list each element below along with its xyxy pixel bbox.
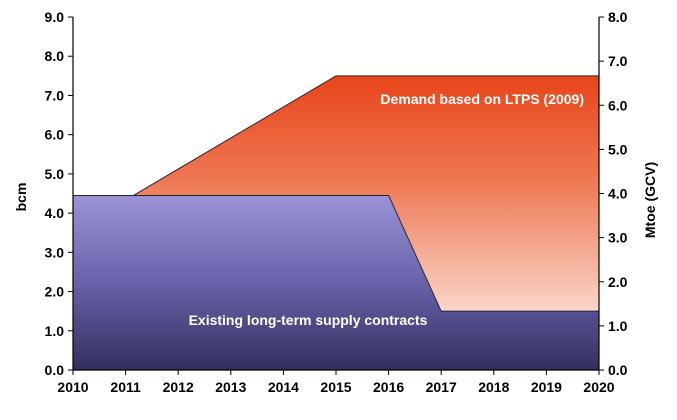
y-tick-label-left: 6.0 — [45, 127, 65, 143]
y-axis-label-right: Mtoe (GCV) — [642, 162, 658, 238]
x-tick-label: 2016 — [373, 379, 404, 395]
series-label-demand: Demand based on LTPS (2009) — [380, 91, 584, 107]
x-tick-label: 2011 — [110, 379, 141, 395]
y-tick-label-left: 2.0 — [45, 284, 65, 300]
x-tick-label: 2012 — [163, 379, 194, 395]
x-tick-label: 2017 — [426, 379, 457, 395]
y-tick-label-left: 4.0 — [45, 205, 65, 221]
y-tick-label-right: 7.0 — [608, 53, 628, 69]
x-tick-label: 2019 — [531, 379, 562, 395]
x-tick-label: 2013 — [215, 379, 246, 395]
series-label-supply: Existing long-term supply contracts — [189, 312, 428, 328]
x-tick-label: 2020 — [583, 379, 614, 395]
y-tick-label-left: 5.0 — [45, 166, 65, 182]
y-tick-label-right: 3.0 — [608, 230, 628, 246]
x-tick-label: 2018 — [478, 379, 509, 395]
y-tick-label-left: 0.0 — [45, 362, 65, 378]
y-tick-label-left: 3.0 — [45, 244, 65, 260]
y-tick-label-right: 5.0 — [608, 141, 628, 157]
y-tick-label-right: 8.0 — [608, 9, 628, 25]
x-tick-label: 2010 — [57, 379, 88, 395]
y-tick-label-left: 9.0 — [45, 9, 65, 25]
y-axis-label-left: bcm — [13, 183, 29, 212]
y-tick-label-left: 7.0 — [45, 87, 65, 103]
y-tick-label-right: 1.0 — [608, 318, 628, 334]
ticks-layer: 0.0 1.0 2.0 3.0 4.0 5.0 6.0 7.0 8.0 9.0 0.0 1.0 2.0 3… — [45, 9, 628, 395]
y-tick-label-left: 1.0 — [45, 323, 65, 339]
y-tick-label-right: 2.0 — [608, 274, 628, 290]
y-tick-label-left: 8.0 — [45, 48, 65, 64]
y-tick-label-right: 0.0 — [608, 362, 628, 378]
x-tick-label: 2014 — [268, 379, 299, 395]
y-tick-label-right: 4.0 — [608, 186, 628, 202]
y-tick-label-right: 6.0 — [608, 97, 628, 113]
x-tick-label: 2015 — [320, 379, 351, 395]
